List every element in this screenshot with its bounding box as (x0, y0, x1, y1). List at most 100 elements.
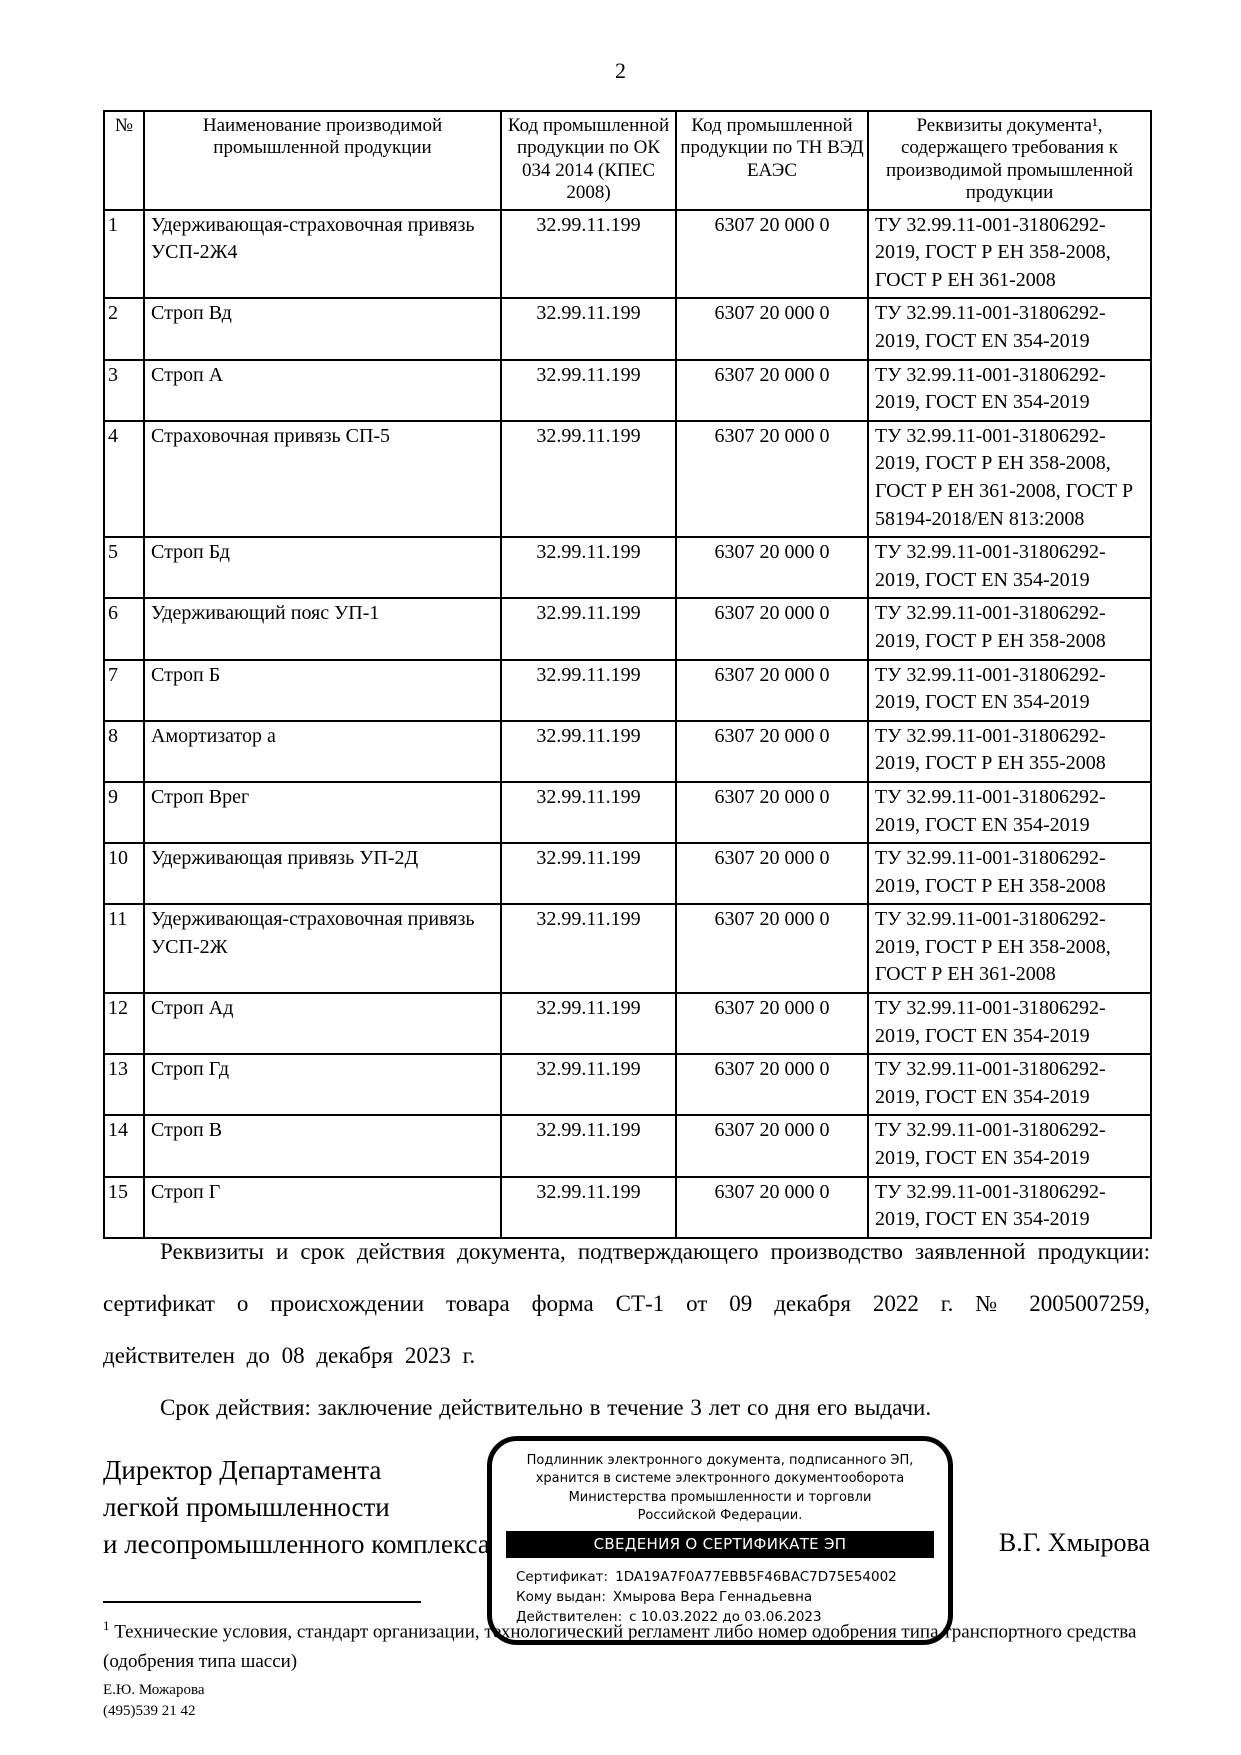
column-header-name: Наименование производимой промышленной п… (143, 110, 502, 211)
cell-name: Удерживающая-страховочная привязь УСП-2Ж (143, 903, 502, 995)
cell-req: ТУ 32.99.11-001-31806292-2019, ГОСТ Р ЕН… (867, 419, 1152, 539)
cell-name: Строп Врег (143, 780, 502, 845)
footnote-marker: 1 (103, 1618, 110, 1633)
table-row: 9 Строп Врег 32.99.11.199 6307 20 000 0 ТУ 3… (103, 780, 1152, 845)
cell-okp: 32.99.11.199 (500, 780, 677, 845)
cell-okp: 32.99.11.199 (500, 597, 677, 661)
cell-okp: 32.99.11.199 (500, 536, 677, 600)
cell-name: Строп Гд (143, 1053, 502, 1117)
table-row: 2 Строп Вд 32.99.11.199 6307 20 000 0 ТУ 32.… (103, 297, 1152, 361)
cell-num: 8 (103, 719, 145, 783)
cell-okp: 32.99.11.199 (500, 992, 677, 1056)
cell-num: 4 (103, 419, 145, 539)
cell-req: ТУ 32.99.11-001-31806292-2019, ГОСТ EN 3… (867, 536, 1152, 600)
table-row: 1 Удерживающая-страховочная привязь УСП-2… (103, 208, 1152, 300)
cell-okp: 32.99.11.199 (500, 358, 677, 422)
page-number: 2 (615, 58, 626, 83)
cell-tnved: 6307 20 000 0 (675, 719, 869, 783)
contact-block: Е.Ю. Можарова (495)539 21 42 (103, 1680, 204, 1722)
cell-okp: 32.99.11.199 (500, 297, 677, 361)
cell-req: ТУ 32.99.11-001-31806292-2019, ГОСТ EN 3… (867, 658, 1152, 722)
cell-tnved: 6307 20 000 0 (675, 1175, 869, 1239)
cell-name: Удерживающая привязь УП-2Д (143, 842, 502, 906)
cell-req: ТУ 32.99.11-001-31806292-2019, ГОСТ EN 3… (867, 358, 1152, 422)
table-row: 3 Строп А 32.99.11.199 6307 20 000 0 ТУ 32.9… (103, 358, 1152, 422)
cell-tnved: 6307 20 000 0 (675, 842, 869, 906)
table-row: 11 Удерживающая-страховочная привязь УСП-… (103, 903, 1152, 995)
signer-position-line: Директор Департамента (103, 1455, 382, 1485)
cell-name: Удерживающий пояс УП-1 (143, 597, 502, 661)
stamp-field-value: с 10.03.2022 до 03.06.2023 (629, 1609, 822, 1626)
signer-position: Директор Департамента легкой промышленно… (103, 1452, 490, 1563)
cell-tnved: 6307 20 000 0 (675, 419, 869, 539)
cell-okp: 32.99.11.199 (500, 1053, 677, 1117)
cell-num: 3 (103, 358, 145, 422)
cell-tnved: 6307 20 000 0 (675, 780, 869, 845)
cell-req: ТУ 32.99.11-001-31806292-2019, ГОСТ EN 3… (867, 992, 1152, 1056)
cell-tnved: 6307 20 000 0 (675, 658, 869, 722)
stamp-banner: СВЕДЕНИЯ О СЕРТИФИКАТЕ ЭП (506, 1530, 934, 1558)
cell-name: Удерживающая-страховочная привязь УСП-2Ж… (143, 208, 502, 300)
column-header-tnved: Код промышленной продукции по ТН ВЭД ЕАЭ… (675, 110, 869, 211)
signer-position-line: легкой промышленности (103, 1492, 390, 1522)
contact-name: Е.Ю. Можарова (103, 1682, 205, 1698)
requisites-paragraph: Реквизиты и срок действия документа, под… (103, 1239, 1150, 1368)
cell-num: 11 (103, 903, 145, 995)
column-header-num: № (103, 110, 145, 211)
cell-tnved: 6307 20 000 0 (675, 903, 869, 995)
product-table: № Наименование производимой промышленной… (103, 110, 1152, 1239)
cell-req: ТУ 32.99.11-001-31806292-2019, ГОСТ EN 3… (867, 1175, 1152, 1239)
cell-name: Строп Вд (143, 297, 502, 361)
signer-name: В.Г. Хмырова (998, 1528, 1150, 1557)
cell-tnved: 6307 20 000 0 (675, 1053, 869, 1117)
column-header-req: Реквизиты документа¹, содержащего требов… (867, 110, 1152, 211)
contact-phone: (495)539 21 42 (103, 1703, 196, 1719)
cell-req: ТУ 32.99.11-001-31806292-2019, ГОСТ Р ЕН… (867, 719, 1152, 783)
stamp-field-value: 1DA19A7F0A77EBB5F46BAC7D75E54002 (615, 1568, 897, 1585)
cell-num: 13 (103, 1053, 145, 1117)
stamp-field-label: Действителен: (516, 1609, 623, 1626)
stamp-field-issued-to: Кому выдан: Хмырова Вера Геннадьевна (516, 1587, 938, 1607)
cell-okp: 32.99.11.199 (500, 1175, 677, 1239)
cell-req: ТУ 32.99.11-001-31806292-2019, ГОСТ Р ЕН… (867, 208, 1152, 300)
stamp-field-value: Хмырова Вера Геннадьевна (612, 1589, 813, 1606)
cell-okp: 32.99.11.199 (500, 842, 677, 906)
cell-okp: 32.99.11.199 (500, 903, 677, 995)
cell-tnved: 6307 20 000 0 (675, 358, 869, 422)
cell-num: 15 (103, 1175, 145, 1239)
signer-position-line: и лесопромышленного комплекса (103, 1529, 490, 1559)
cell-okp: 32.99.11.199 (500, 419, 677, 539)
cell-num: 7 (103, 658, 145, 722)
footnote-text: Технические условия, стандарт организаци… (103, 1621, 1137, 1673)
cell-num: 2 (103, 297, 145, 361)
cell-tnved: 6307 20 000 0 (675, 992, 869, 1056)
cell-num: 5 (103, 536, 145, 600)
cell-req: ТУ 32.99.11-001-31806292-2019, ГОСТ Р ЕН… (867, 597, 1152, 661)
table-row: 6 Удерживающий пояс УП-1 32.99.11.199 6307 … (103, 597, 1152, 661)
stamp-header-line: Российской Федерации. (637, 1508, 803, 1524)
cell-name: Строп А (143, 358, 502, 422)
stamp-header-line: Министерства промышленности и торговли (568, 1489, 872, 1505)
table-row: 4 Страховочная привязь СП-5 32.99.11.199 63… (103, 419, 1152, 539)
cell-tnved: 6307 20 000 0 (675, 208, 869, 300)
electronic-signature-stamp: Подлинник электронного документа, подпис… (487, 1436, 953, 1645)
cell-name: Амортизатор а (143, 719, 502, 783)
cell-okp: 32.99.11.199 (500, 208, 677, 300)
cell-okp: 32.99.11.199 (500, 1114, 677, 1178)
cell-tnved: 6307 20 000 0 (675, 1114, 869, 1178)
cell-name: Строп Г (143, 1175, 502, 1239)
cell-tnved: 6307 20 000 0 (675, 297, 869, 361)
cell-name: Строп В (143, 1114, 502, 1178)
cell-num: 14 (103, 1114, 145, 1178)
footnote-divider (103, 1601, 421, 1603)
table-row: 5 Строп Бд 32.99.11.199 6307 20 000 0 ТУ 32.… (103, 536, 1152, 600)
table-row: 10 Удерживающая привязь УП-2Д 32.99.11.199… (103, 842, 1152, 906)
stamp-field-label: Сертификат: (516, 1568, 609, 1585)
table-header-row: № Наименование производимой промышленной… (103, 110, 1152, 211)
cell-num: 1 (103, 208, 145, 300)
footnote: 1 Технические условия, стандарт организа… (103, 1611, 1150, 1677)
cell-okp: 32.99.11.199 (500, 658, 677, 722)
table-row: 15 Строп Г 32.99.11.199 6307 20 000 0 ТУ 32.… (103, 1175, 1152, 1239)
